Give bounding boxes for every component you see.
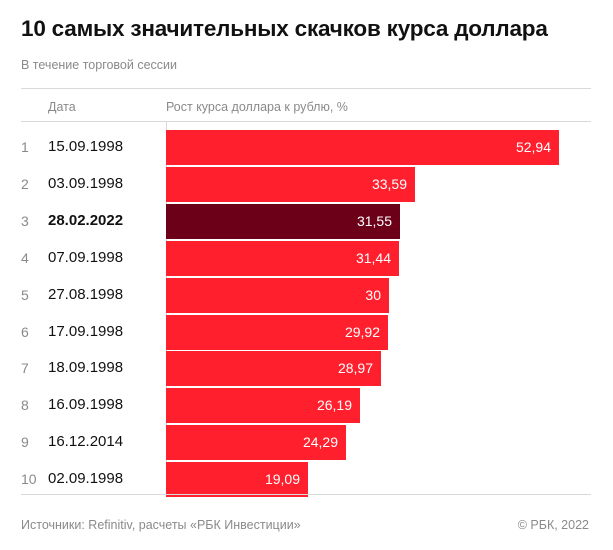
bar-value-label: 31,55 [356, 212, 392, 229]
row-date: 18.09.1998 [48, 359, 124, 377]
bar-value-label: 52,94 [515, 139, 551, 155]
bar [166, 462, 308, 498]
bar [166, 203, 400, 239]
row-date: 27.08.1998 [48, 285, 124, 303]
row-rank: 5 [21, 286, 29, 303]
top-divider [21, 88, 591, 89]
row-date: 16.12.2014 [48, 433, 124, 451]
row-rank: 2 [21, 175, 29, 192]
bar [166, 425, 346, 461]
bar [166, 277, 389, 313]
row-rank: 3 [21, 212, 29, 229]
header-divider [21, 121, 591, 122]
row-rank: 9 [21, 434, 29, 451]
bar-value-label: 19,09 [264, 471, 300, 488]
row-date: 28.02.2022 [48, 211, 124, 229]
bar [166, 388, 360, 424]
date-column-header: Дата [48, 100, 76, 114]
bar [166, 166, 415, 202]
row-rank: 6 [21, 323, 29, 340]
row-rank: 1 [21, 139, 29, 155]
bar [166, 351, 381, 387]
chart-subtitle: В течение торговой сессии [21, 58, 178, 72]
bar-value-label: 29,92 [344, 323, 380, 340]
bar [166, 130, 559, 165]
row-date: 16.09.1998 [48, 396, 124, 414]
chart-title: 10 самых значительных скачков курса долл… [21, 16, 548, 41]
row-rank: 7 [21, 360, 29, 377]
bar [166, 314, 388, 350]
bottom-divider [21, 494, 591, 495]
row-rank: 10 [21, 471, 37, 488]
row-date: 03.09.1998 [48, 174, 124, 192]
copyright-note: © РБК, 2022 [517, 518, 589, 532]
row-rank: 4 [21, 249, 29, 266]
row-rank: 8 [21, 397, 29, 414]
row-date: 17.09.1998 [48, 322, 124, 340]
source-note: Источники: Refinitiv, расчеты «РБК Инвес… [21, 518, 301, 532]
row-date: 15.09.1998 [48, 138, 124, 155]
bar-value-label: 24,29 [302, 434, 338, 451]
value-column-header: Рост курса доллара к рублю, % [166, 100, 348, 114]
row-date: 07.09.1998 [48, 248, 124, 266]
bar-value-label: 33,59 [371, 175, 407, 192]
bar [166, 240, 399, 276]
bar-value-label: 26,19 [316, 397, 352, 414]
row-date: 02.09.1998 [48, 470, 124, 488]
bar-value-label: 31,44 [355, 249, 391, 266]
bar-value-label: 30 [365, 286, 381, 303]
bar-value-label: 28,97 [337, 360, 373, 377]
